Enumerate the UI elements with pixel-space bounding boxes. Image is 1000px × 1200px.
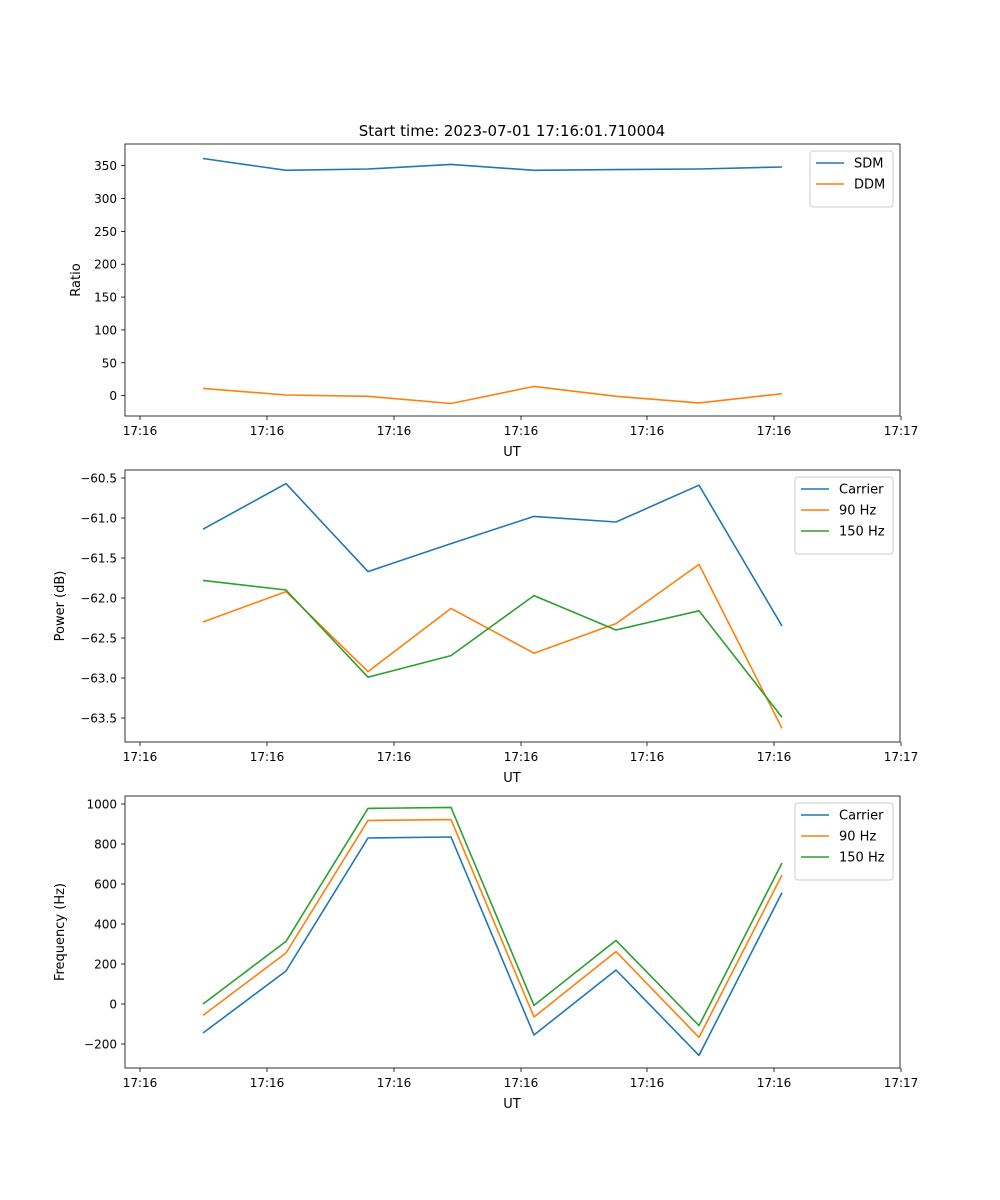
y-tick-label: 100 (94, 323, 117, 337)
x-tick-label: 17:17 (884, 1076, 919, 1090)
legend-label: 90 Hz (839, 830, 876, 845)
legend-label: SDM (854, 157, 883, 172)
y-tick-label: −62.0 (80, 592, 117, 606)
y-tick-label: 50 (102, 356, 117, 370)
x-tick-label: 17:16 (504, 1076, 539, 1090)
x-tick-label: 17:16 (123, 750, 158, 764)
legend-label: Carrier (839, 483, 884, 498)
y-tick-label: 250 (94, 225, 117, 239)
legend-box (794, 802, 894, 881)
y-tick-label: −61.0 (80, 512, 117, 526)
panel-1: 17:16 17:16 17:16 17:16 17:16 17:16 17:17 UT 0 50… (69, 143, 919, 460)
axes-frame (124, 143, 901, 417)
x-tick-label: 17:16 (757, 1076, 792, 1090)
series-line-90-hz (202, 818, 783, 1039)
x-tick-label: 17:16 (377, 750, 412, 764)
axes-frame (124, 469, 901, 743)
legend-label: 150 Hz (839, 851, 885, 866)
series-line-150-hz (202, 806, 783, 1027)
x-tick-label: 17:16 (250, 750, 285, 764)
y-tick-label: −61.5 (80, 552, 117, 566)
series-line-carrier (202, 836, 783, 1057)
y-tick-label: 350 (94, 159, 117, 173)
y-tick-label: 150 (94, 291, 117, 305)
legend-label: 150 Hz (839, 525, 885, 540)
panel-2: 17:16 17:16 17:16 17:16 17:16 17:16 17:17 UT −60… (53, 469, 919, 786)
legend-label: Carrier (839, 809, 884, 824)
y-tick-label: 200 (94, 258, 117, 272)
y-tick-label: 0 (109, 998, 117, 1012)
y-tick-label: 400 (94, 918, 117, 932)
y-axis-label: Power (dB) (53, 571, 68, 642)
legend-box (809, 150, 894, 208)
x-tick-label: 17:16 (250, 1076, 285, 1090)
y-tick-label: 200 (94, 958, 117, 972)
x-tick-label: 17:16 (630, 424, 665, 438)
x-tick-label: 17:17 (884, 424, 919, 438)
figure-title: Start time: 2023-07-01 17:16:01.710004 (359, 122, 665, 140)
y-tick-label: −62.5 (80, 632, 117, 646)
y-tick-label: −63.0 (80, 672, 117, 686)
y-tick-label: 1000 (86, 798, 117, 812)
x-tick-label: 17:16 (757, 750, 792, 764)
y-tick-label: −63.5 (80, 712, 117, 726)
series-line-150-hz (202, 579, 783, 718)
series-line-carrier (202, 482, 783, 627)
x-tick-label: 17:17 (884, 750, 919, 764)
y-axis-label: Ratio (69, 263, 84, 296)
axes-frame (124, 795, 901, 1069)
panel-3: 17:16 17:16 17:16 17:16 17:16 17:16 17:17 UT −20… (53, 795, 919, 1112)
y-tick-label: −60.5 (80, 472, 117, 486)
x-tick-label: 17:16 (757, 424, 792, 438)
legend-box (794, 476, 894, 555)
y-axis-label: Frequency (Hz) (53, 883, 68, 981)
x-tick-label: 17:16 (377, 1076, 412, 1090)
x-tick-label: 17:16 (504, 424, 539, 438)
y-tick-label: −200 (84, 1038, 117, 1052)
series-line-ddm (202, 385, 783, 405)
series-line-90-hz (202, 563, 783, 729)
legend-label: 90 Hz (839, 504, 876, 519)
legend-label: DDM (854, 178, 885, 193)
x-tick-label: 17:16 (630, 1076, 665, 1090)
x-tick-label: 17:16 (377, 424, 412, 438)
y-tick-label: 300 (94, 192, 117, 206)
x-axis-label: UT (503, 1097, 521, 1112)
y-tick-label: 800 (94, 838, 117, 852)
x-tick-label: 17:16 (123, 424, 158, 438)
x-tick-label: 17:16 (630, 750, 665, 764)
x-axis-label: UT (503, 445, 521, 460)
x-tick-label: 17:16 (250, 424, 285, 438)
x-tick-label: 17:16 (123, 1076, 158, 1090)
series-line-sdm (202, 157, 783, 172)
y-tick-label: 0 (109, 389, 117, 403)
x-axis-label: UT (503, 771, 521, 786)
y-tick-label: 600 (94, 878, 117, 892)
x-tick-label: 17:16 (504, 750, 539, 764)
